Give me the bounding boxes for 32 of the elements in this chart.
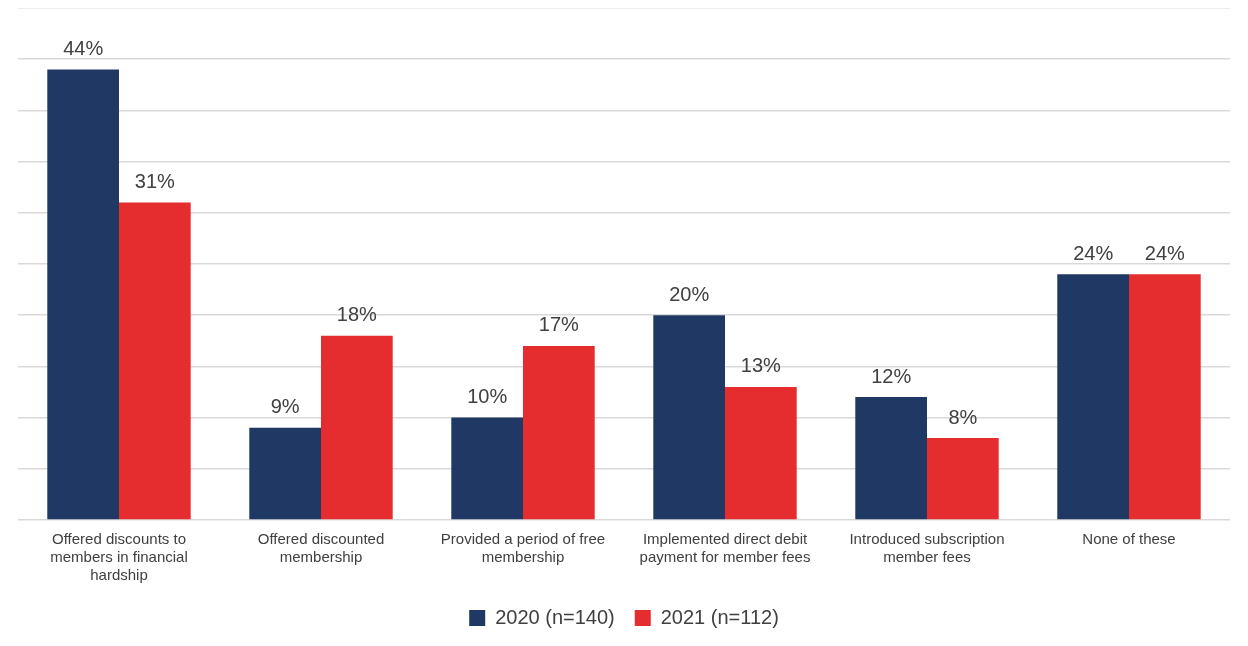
x-tick-label: Provided a period of free membership	[440, 530, 606, 566]
bar	[725, 386, 797, 520]
bar	[249, 427, 321, 520]
bar	[1129, 274, 1201, 520]
data-label: 12%	[871, 364, 912, 387]
bar	[47, 69, 119, 520]
data-label: 18%	[336, 303, 378, 326]
data-label: 20%	[669, 282, 710, 305]
legend-label: 2021 (n=112)	[660, 605, 779, 628]
legend-label: 2020 (n=140)	[495, 605, 615, 628]
data-label: 31%	[134, 170, 176, 193]
data-label: 44%	[63, 36, 104, 59]
bar	[1057, 274, 1129, 520]
data-label: 8%	[948, 405, 978, 428]
bar	[451, 417, 523, 520]
data-label: 13%	[740, 354, 782, 377]
bar	[653, 315, 725, 520]
x-tick-label: Offered discounts to members in financial hardship	[50, 530, 188, 584]
data-label: 9%	[270, 395, 300, 418]
bar	[119, 202, 191, 520]
bar	[855, 397, 927, 520]
bar	[523, 345, 595, 520]
x-tick-label: Introduced subscription member fees	[849, 530, 1005, 566]
x-tick-label: Implemented direct debit payment for member fees	[639, 530, 811, 566]
data-label: 17%	[538, 313, 580, 336]
data-label: 10%	[467, 385, 508, 408]
x-tick-label: Offered discounted membership	[257, 530, 385, 566]
bar	[321, 335, 393, 520]
x-tick-label: None of these	[1082, 530, 1176, 548]
bar	[927, 438, 999, 520]
data-label: 24%	[1073, 241, 1114, 264]
data-label: 24%	[1144, 241, 1186, 264]
